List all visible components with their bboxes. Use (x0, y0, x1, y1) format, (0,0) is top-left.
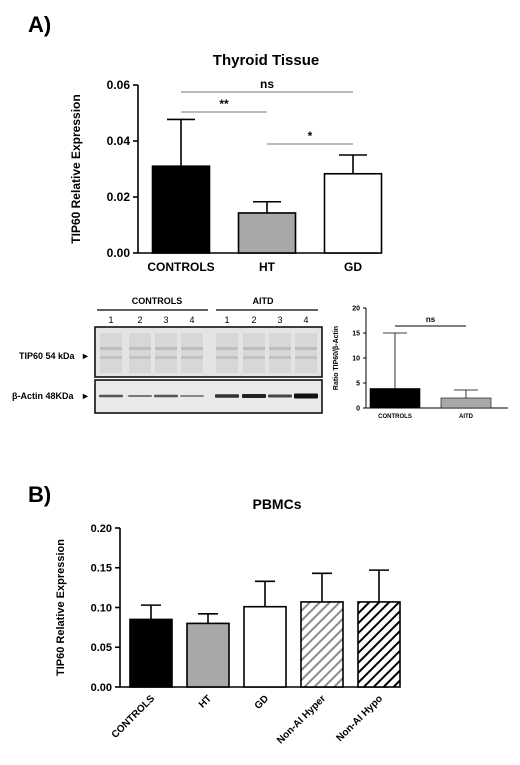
tip60-band-label: TIP60 54 kDa (19, 351, 76, 361)
actin-band (180, 395, 204, 397)
thyroid-significance-label: ns (260, 77, 274, 91)
tip60-band (181, 347, 203, 350)
pbmc-bar (129, 618, 173, 688)
thyroid-category-label: CONTROLS (147, 260, 214, 274)
pbmc-y-tick-label: 0.15 (91, 563, 112, 575)
pbmc-y-axis-label: TIP60 Relative Expression (55, 539, 67, 676)
pbmc-title: PBMCs (252, 496, 301, 512)
thyroid-y-tick-label: 0.02 (107, 190, 131, 204)
thyroid-significance-label: * (308, 129, 313, 143)
actin-band (99, 394, 123, 398)
blot-lane-number: 4 (189, 315, 194, 325)
thyroid-category-label: GD (344, 260, 362, 274)
blot-lane-number: 1 (224, 315, 229, 325)
thyroid-y-tick-label: 0.04 (107, 134, 131, 148)
tip60-band (269, 347, 291, 350)
thyroid-title: Thyroid Tissue (213, 52, 319, 69)
thyroid-y-tick-label: 0.06 (107, 78, 131, 92)
pbmc-y-tick-label: 0.10 (91, 602, 112, 614)
blot-lane-streak (181, 333, 203, 373)
thyroid-tissue-chart: 0.00 0.02 0.04 0.06 TIP60 Relative Expressio… (69, 52, 383, 274)
actin-band (215, 394, 239, 398)
ratio-category-label: AITD (459, 414, 474, 420)
tip60-band (100, 356, 122, 359)
tip60-band (243, 347, 265, 350)
tip60-band (181, 356, 203, 359)
ratio-y-tick-label: 0 (356, 405, 360, 412)
western-blot: CONTROLS AITD 1 2 3 4 1 2 3 4 TIP60 54 kDa ► β-Actin… (12, 296, 323, 414)
pbmc-category-label: Non-AI Hyper (275, 693, 328, 746)
tip60-band (295, 347, 317, 350)
tip60-band (216, 356, 238, 359)
pbmc-y-tick-label: 0.05 (91, 642, 112, 654)
blot-group-label: AITD (253, 296, 274, 306)
blot-lane-number: 2 (137, 315, 142, 325)
pbmc-category-label: Non-AI Hypo (335, 693, 386, 744)
actin-band (128, 395, 152, 397)
blot-lane-streak (155, 333, 177, 373)
pbmc-chart: 0.00 0.05 0.10 0.15 0.20 TIP60 Relative Expre… (55, 496, 401, 746)
tip60-band (243, 356, 265, 359)
blot-lane-number: 3 (163, 315, 168, 325)
thyroid-significance-label: ** (219, 97, 229, 111)
tip60-band (129, 356, 151, 359)
thyroid-bar (151, 165, 211, 254)
thyroid-bar (323, 172, 383, 254)
blot-lane-number: 2 (251, 315, 256, 325)
pbmc-bar (357, 601, 401, 688)
thyroid-bar (237, 212, 297, 254)
blot-lane-streak (100, 333, 122, 373)
blot-lane-streak (295, 333, 317, 373)
panel-b-label: B) (28, 482, 52, 507)
ratio-y-tick-label: 5 (356, 380, 360, 387)
actin-band (268, 394, 292, 398)
ratio-y-axis-label: Ratio TIP60/β-Actin (333, 326, 340, 390)
pbmc-bar (243, 605, 287, 688)
pbmc-bar (186, 622, 230, 688)
ratio-y-tick-label: 10 (352, 355, 360, 362)
thyroid-y-axis-label: TIP60 Relative Expression (69, 94, 83, 243)
panel-a-label: A) (28, 12, 52, 37)
pbmc-category-label: CONTROLS (110, 693, 158, 741)
ratio-y-tick-label: 15 (352, 330, 360, 337)
ratio-significance-label: ns (426, 315, 436, 324)
ratio-bar (440, 397, 492, 409)
tip60-band (100, 347, 122, 350)
blot-group-label: CONTROLS (132, 296, 183, 306)
actin-band (242, 394, 266, 398)
blot-lane-number: 1 (108, 315, 113, 325)
ratio-category-label: CONTROLS (378, 414, 412, 420)
pbmc-y-tick-label: 0.00 (91, 682, 112, 694)
tip60-arrow-icon: ► (81, 351, 90, 361)
blot-lane-number: 3 (277, 315, 282, 325)
ratio-y-tick-label: 20 (352, 305, 360, 312)
thyroid-category-label: HT (259, 260, 276, 274)
tip60-band (269, 356, 291, 359)
blot-lane-number: 4 (303, 315, 308, 325)
tip60-band (129, 347, 151, 350)
actin-band-label: β-Actin 48KDa (12, 391, 75, 401)
actin-arrow-icon: ► (81, 391, 90, 401)
blot-lane-streak (216, 333, 238, 373)
pbmc-bar (300, 601, 344, 688)
pbmc-y-tick-label: 0.20 (91, 523, 112, 535)
tip60-band (216, 347, 238, 350)
actin-band (294, 393, 318, 399)
blot-lane-streak (129, 333, 151, 373)
blot-lane-streak (269, 333, 291, 373)
actin-band (154, 394, 178, 398)
tip60-band (295, 356, 317, 359)
tip60-band (155, 347, 177, 350)
thyroid-y-tick-label: 0.00 (107, 246, 131, 260)
ratio-chart: 0 5 10 15 20 Ratio TIP60/β-Actin CONTROLS AITD n… (333, 305, 508, 420)
tip60-band (155, 356, 177, 359)
pbmc-category-label: HT (197, 693, 214, 710)
pbmc-category-label: GD (253, 693, 271, 711)
ratio-bar (369, 388, 421, 409)
blot-lane-streak (243, 333, 265, 373)
